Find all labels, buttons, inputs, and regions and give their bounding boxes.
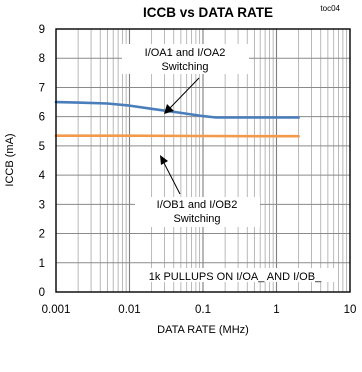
y-tick-label: 6 xyxy=(39,112,45,124)
figure-tag: toc04 xyxy=(320,4,340,13)
plot-frame xyxy=(55,28,351,293)
y-tick-label: 4 xyxy=(39,170,46,182)
y-tick-label: 3 xyxy=(39,199,45,211)
annotation-b-line2: Switching xyxy=(173,213,220,225)
y-tick-label: 7 xyxy=(39,82,45,94)
y-tick-label: 9 xyxy=(39,24,45,36)
series-line-2 xyxy=(54,134,300,138)
x-tick-label: 0.01 xyxy=(118,304,140,316)
series-group xyxy=(54,100,300,138)
annotation-pullups-backdrop xyxy=(131,268,338,282)
y-tick-label: 2 xyxy=(39,229,45,241)
annotation-b-line1: I/OB1 and I/OB2 xyxy=(157,199,238,211)
chart-title: ICCB vs DATA RATE xyxy=(143,5,273,20)
x-tick-label: 10 xyxy=(344,304,357,316)
annotation-b-arrow xyxy=(160,155,181,195)
annotation-a-line1: I/OA1 and I/OA2 xyxy=(145,47,226,59)
annotation-pullups: 1k PULLUPS ON I/OA_ AND I/OB_ xyxy=(149,271,322,283)
annotation-a-arrow xyxy=(164,77,200,114)
x-tick-label: 0.001 xyxy=(42,304,71,316)
y-tick-label: 8 xyxy=(39,53,45,65)
tick-labels: 0.001 0.01 0.1 1 10 0 1 2 3 4 5 6 7 8 9 xyxy=(39,24,357,316)
y-tick-label: 0 xyxy=(39,287,45,299)
x-tick-label: 1 xyxy=(273,304,279,316)
y-tick-label: 5 xyxy=(39,141,45,153)
series-line-1 xyxy=(54,100,300,119)
x-tick-label: 0.1 xyxy=(195,304,211,316)
annotation-a-box xyxy=(122,44,249,74)
y-tick-label: 1 xyxy=(39,258,45,270)
y-axis-title: ICCB (mA) xyxy=(4,133,16,186)
x-axis-title: DATA RATE (MHz) xyxy=(157,324,249,336)
annotation-b-box xyxy=(135,197,260,227)
annotation-a-line2: Switching xyxy=(161,61,208,73)
